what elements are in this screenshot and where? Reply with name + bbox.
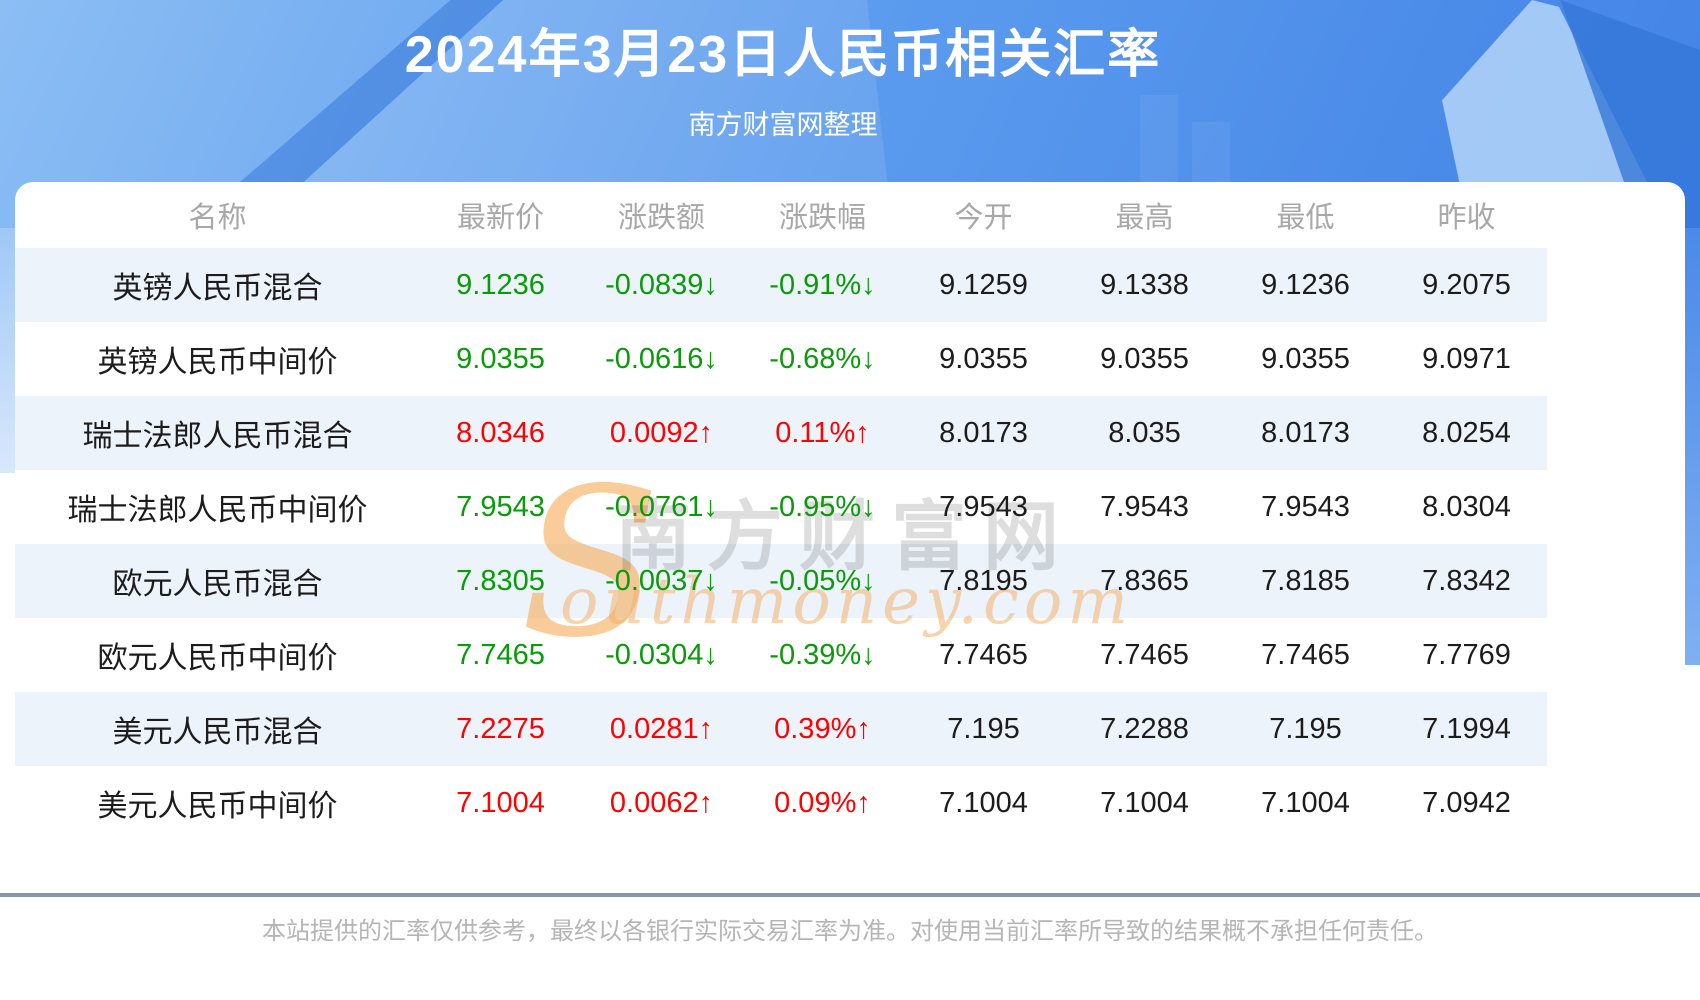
cell-prev: 7.1994 <box>1422 712 1511 745</box>
table-row: 瑞士法郎人民币混合 8.0346 0.0092↑ 0.11%↑ 8.0173 8.035 8… <box>15 396 1547 470</box>
cell-prev: 8.0304 <box>1422 490 1511 523</box>
cell-open: 7.1004 <box>939 786 1028 819</box>
table-row: 欧元人民币混合 7.8305 -0.0037↓ -0.05%↓ 7.8195 7.8365… <box>15 544 1547 618</box>
cell-high: 7.1004 <box>1100 786 1189 819</box>
cell-latest: 7.7465 <box>456 638 545 671</box>
rates-table: 名称 最新价 涨跌额 涨跌幅 今开 最高 最低 昨收 英镑人民币混合 9.1236 -0.0839… <box>15 182 1547 840</box>
column-header: 昨收 <box>1437 202 1496 234</box>
cell-change: 0.0062↑ <box>609 786 714 819</box>
column-header: 最新价 <box>456 202 544 234</box>
table-row: 英镑人民币混合 9.1236 -0.0839↓ -0.91%↓ 9.1259 9.1338… <box>15 248 1547 322</box>
cell-change: -0.0761↓ <box>605 490 718 523</box>
table-row: 欧元人民币中间价 7.7465 -0.0304↓ -0.39%↓ 7.7465 7.746… <box>15 618 1547 692</box>
cell-latest: 8.0346 <box>456 416 545 449</box>
page-title: 2024年3月23日人民币相关汇率 <box>404 26 1162 84</box>
cell-high: 7.8365 <box>1100 564 1189 597</box>
cell-prev: 9.2075 <box>1422 268 1511 301</box>
cell-change: -0.0616↓ <box>605 342 718 375</box>
cell-pct: 0.11%↑ <box>775 416 870 449</box>
cell-open: 7.195 <box>947 712 1020 745</box>
cell-pct: 0.09%↑ <box>774 786 871 819</box>
cell-latest: 7.2275 <box>456 712 545 745</box>
cell-latest: 9.0355 <box>456 342 545 375</box>
cell-latest: 7.8305 <box>456 564 545 597</box>
table-row: 美元人民币中间价 7.1004 0.0062↑ 0.09%↑ 7.1004 7.1004 7… <box>15 766 1547 840</box>
table-row: 美元人民币混合 7.2275 0.0281↑ 0.39%↑ 7.195 7.2288 7.1… <box>15 692 1547 766</box>
cell-low: 7.8185 <box>1261 564 1350 597</box>
cell-pct: -0.95%↓ <box>769 490 876 523</box>
column-header: 涨跌幅 <box>778 202 866 234</box>
cell-low: 9.1236 <box>1261 268 1350 301</box>
footer-divider <box>0 893 1700 897</box>
banner-content: 2024年3月23日人民币相关汇率 南方财富网整理 <box>0 0 1566 140</box>
cell-latest: 7.1004 <box>456 786 545 819</box>
cell-name: 美元人民币中间价 <box>97 790 338 823</box>
cell-name: 欧元人民币中间价 <box>97 642 338 675</box>
column-header: 最高 <box>1115 202 1174 234</box>
banner-right-edge-strip <box>1685 228 1700 665</box>
cell-prev: 7.0942 <box>1422 786 1511 819</box>
cell-pct: -0.05%↓ <box>769 564 876 597</box>
cell-high: 9.0355 <box>1100 342 1189 375</box>
table-header-row: 名称 最新价 涨跌额 涨跌幅 今开 最高 最低 昨收 <box>15 182 1547 248</box>
cell-open: 7.9543 <box>939 490 1028 523</box>
cell-change: -0.0839↓ <box>605 268 718 301</box>
rates-panel: S 南方财富网 outhmoney.com 名称 最新价 涨跌额 涨跌幅 今开 最高 最低昨… <box>15 182 1685 823</box>
disclaimer-text: 本站提供的汇率仅供参考，最终以各银行实际交易汇率为准。对使用当前汇率所导致的结果… <box>262 918 1438 945</box>
cell-name: 瑞士法郎人民币混合 <box>82 420 353 453</box>
cell-high: 7.2288 <box>1100 712 1189 745</box>
cell-latest: 9.1236 <box>456 268 545 301</box>
banner-left-edge-strip <box>0 228 15 473</box>
cell-high: 7.9543 <box>1100 490 1189 523</box>
cell-pct: -0.39%↓ <box>769 638 876 671</box>
cell-name: 美元人民币混合 <box>112 716 323 749</box>
column-header: 最低 <box>1276 202 1335 234</box>
column-header: 名称 <box>188 202 247 234</box>
cell-pct: -0.68%↓ <box>769 342 876 375</box>
cell-open: 7.7465 <box>939 638 1028 671</box>
cell-low: 7.7465 <box>1261 638 1350 671</box>
cell-low: 7.195 <box>1269 712 1342 745</box>
cell-high: 7.7465 <box>1100 638 1189 671</box>
cell-low: 8.0173 <box>1261 416 1350 449</box>
cell-prev: 7.7769 <box>1422 638 1511 671</box>
cell-pct: -0.91%↓ <box>769 268 876 301</box>
table-row: 瑞士法郎人民币中间价 7.9543 -0.0761↓ -0.95%↓ 7.9543 7.9… <box>15 470 1547 544</box>
page-subtitle: 南方财富网整理 <box>688 110 878 140</box>
cell-change: 0.0092↑ <box>609 416 714 449</box>
cell-change: 0.0281↑ <box>609 712 714 745</box>
cell-name: 英镑人民币混合 <box>112 272 323 305</box>
cell-pct: 0.39%↑ <box>774 712 871 745</box>
cell-prev: 8.0254 <box>1422 416 1511 449</box>
cell-change: -0.0304↓ <box>605 638 718 671</box>
cell-name: 英镑人民币中间价 <box>97 346 338 379</box>
column-header: 今开 <box>954 202 1013 234</box>
cell-high: 9.1338 <box>1100 268 1189 301</box>
cell-prev: 9.0971 <box>1422 342 1511 375</box>
table-row: 英镑人民币中间价 9.0355 -0.0616↓ -0.68%↓ 9.0355 9.035… <box>15 322 1547 396</box>
cell-name: 欧元人民币混合 <box>112 568 323 601</box>
cell-low: 7.1004 <box>1261 786 1350 819</box>
cell-latest: 7.9543 <box>456 490 545 523</box>
column-header: 涨跌额 <box>617 202 705 234</box>
cell-open: 7.8195 <box>939 564 1028 597</box>
cell-low: 7.9543 <box>1261 490 1350 523</box>
cell-open: 8.0173 <box>939 416 1028 449</box>
cell-low: 9.0355 <box>1261 342 1350 375</box>
cell-open: 9.0355 <box>939 342 1028 375</box>
cell-high: 8.035 <box>1108 416 1181 449</box>
cell-open: 9.1259 <box>939 268 1028 301</box>
cell-name: 瑞士法郎人民币中间价 <box>67 494 368 527</box>
cell-prev: 7.8342 <box>1422 564 1511 597</box>
cell-change: -0.0037↓ <box>605 564 718 597</box>
